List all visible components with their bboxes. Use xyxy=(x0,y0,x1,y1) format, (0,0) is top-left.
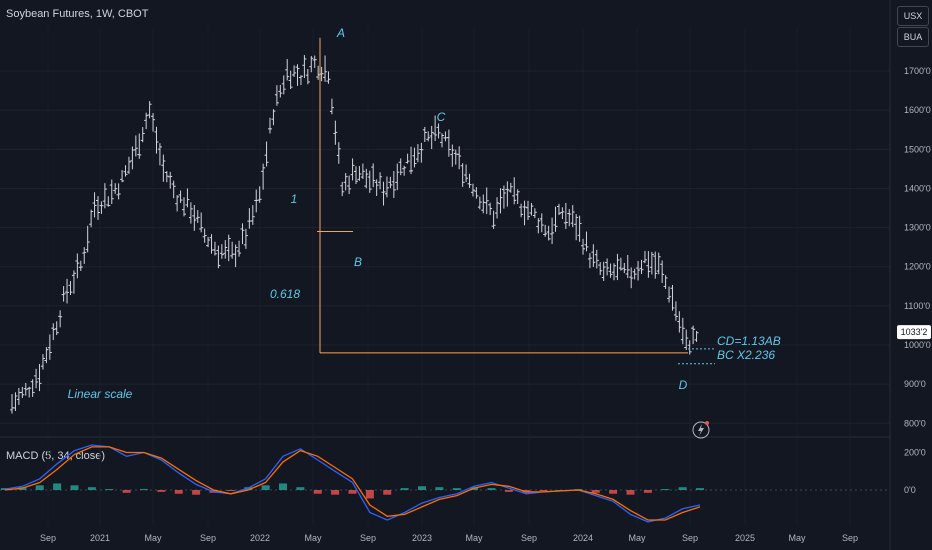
unit-button[interactable]: BUA xyxy=(897,27,929,47)
macd-pane: 200'0 0'0 xyxy=(0,444,926,523)
time-tick-label: May xyxy=(788,533,806,543)
time-tick-label: Sep xyxy=(842,533,858,543)
chart-title: Soybean Futures, 1W, CBOT xyxy=(6,8,149,20)
grid xyxy=(0,0,891,550)
time-tick-label: May xyxy=(465,533,483,543)
macd-hist-bar xyxy=(35,485,44,490)
macd-hist-bar xyxy=(105,489,114,491)
annotation-8: BC X2.236 xyxy=(717,348,775,362)
macd-hist-bar xyxy=(87,487,96,490)
macd-hist-bar xyxy=(487,488,496,490)
macd-hist-bar xyxy=(365,490,374,499)
price-label: 1033'2 xyxy=(897,325,931,340)
macd-hist-bar xyxy=(122,490,131,493)
price-tick-label: 1700'0 xyxy=(904,66,931,76)
macd-hist-bar xyxy=(400,488,409,490)
alert-dot xyxy=(705,421,709,425)
macd-hist-bar xyxy=(626,490,635,495)
annotation-6: 0.618 xyxy=(270,287,300,301)
macd-hist-bar xyxy=(696,488,704,490)
annotation-7: CD=1.13AB xyxy=(717,334,781,348)
price-tick-label: 1000'0 xyxy=(904,340,931,350)
lightning-icon[interactable] xyxy=(692,421,710,439)
macd-hist-bar xyxy=(279,483,287,490)
price-tick-label: 1400'0 xyxy=(904,183,931,193)
time-tick-label: May xyxy=(144,533,162,543)
time-tick-label: 2023 xyxy=(412,533,432,543)
macd-hist-bar xyxy=(348,490,357,494)
macd-hist-bar xyxy=(192,490,201,495)
currency-button[interactable]: USX xyxy=(897,6,929,26)
macd-hist-bar xyxy=(418,486,426,490)
annotation-5: 1 xyxy=(291,192,298,206)
time-tick-label: 2022 xyxy=(250,533,270,543)
price-tick-label: 1300'0 xyxy=(904,223,931,233)
macd-hist-bar xyxy=(591,490,600,493)
annotation-3: C xyxy=(437,110,446,124)
price-label-text: 1033'2 xyxy=(901,327,928,337)
macd-hist-bar xyxy=(261,485,270,490)
macd-hist-bar xyxy=(140,489,148,491)
time-tick-label: May xyxy=(304,533,322,543)
macd-hist-bar xyxy=(226,490,235,491)
macd-hist-bar xyxy=(435,487,444,490)
macd-hist-bar xyxy=(157,490,166,492)
annotation-2: B xyxy=(354,255,362,269)
lightning-circle xyxy=(692,421,710,439)
pattern-lines xyxy=(317,37,715,365)
time-tick-label: 2021 xyxy=(90,533,110,543)
macd-hist-bar xyxy=(678,487,687,490)
price-axis: 1700'0 1600'0 1500'0 1400'0 1300'0 1200'0 1100… xyxy=(904,66,931,428)
signal-line xyxy=(4,446,701,521)
time-tick-label: Sep xyxy=(521,533,537,543)
macd-hist-bar xyxy=(70,485,79,490)
time-tick-label: 2024 xyxy=(573,533,593,543)
macd-hist-bar xyxy=(53,483,62,490)
macd-title: MACD (5, 34, close) xyxy=(6,450,106,462)
macd-hist-bar xyxy=(174,490,183,494)
annotation-9: Linear scale xyxy=(68,387,133,401)
macd-hist-bar xyxy=(383,490,392,495)
macd-hist-bar xyxy=(661,489,670,491)
lightning-glyph xyxy=(698,424,704,436)
macd-hist-bar xyxy=(331,490,340,495)
macd-tick-label: 0'0 xyxy=(904,485,916,495)
time-tick-label: Sep xyxy=(360,533,376,543)
price-tick-label: 1500'0 xyxy=(904,144,931,154)
macd-hist-bar xyxy=(643,490,652,493)
macd-hist-bar xyxy=(313,490,322,494)
price-label-box xyxy=(897,325,931,340)
price-tick-label: 1200'0 xyxy=(904,262,931,272)
macd-hist-bar xyxy=(539,490,548,491)
price-tick-label: 800'0 xyxy=(904,418,926,428)
price-tick-label: 1100'0 xyxy=(904,301,930,311)
macd-hist-bar xyxy=(504,490,513,492)
time-tick-label: Sep xyxy=(40,533,56,543)
macd-hist-bar xyxy=(609,490,618,494)
time-tick-label: May xyxy=(628,533,646,543)
price-candles xyxy=(10,55,699,414)
time-axis: Sep 2021 May Sep 2022 May Sep 2023 May Sep 2024 May… xyxy=(40,533,858,543)
time-tick-label: Sep xyxy=(200,533,216,543)
macd-hist-bar xyxy=(296,487,305,490)
annotation-1: A xyxy=(336,26,345,40)
macd-tick-label: 200'0 xyxy=(904,448,926,458)
annotation-4: D xyxy=(679,378,688,392)
price-tick-label: 1600'0 xyxy=(904,105,931,115)
time-tick-label: Sep xyxy=(682,533,698,543)
price-tick-label: 900'0 xyxy=(904,379,926,389)
macd-line xyxy=(4,444,701,523)
macd-hist-bar xyxy=(452,488,461,490)
time-tick-label: 2025 xyxy=(735,533,755,543)
